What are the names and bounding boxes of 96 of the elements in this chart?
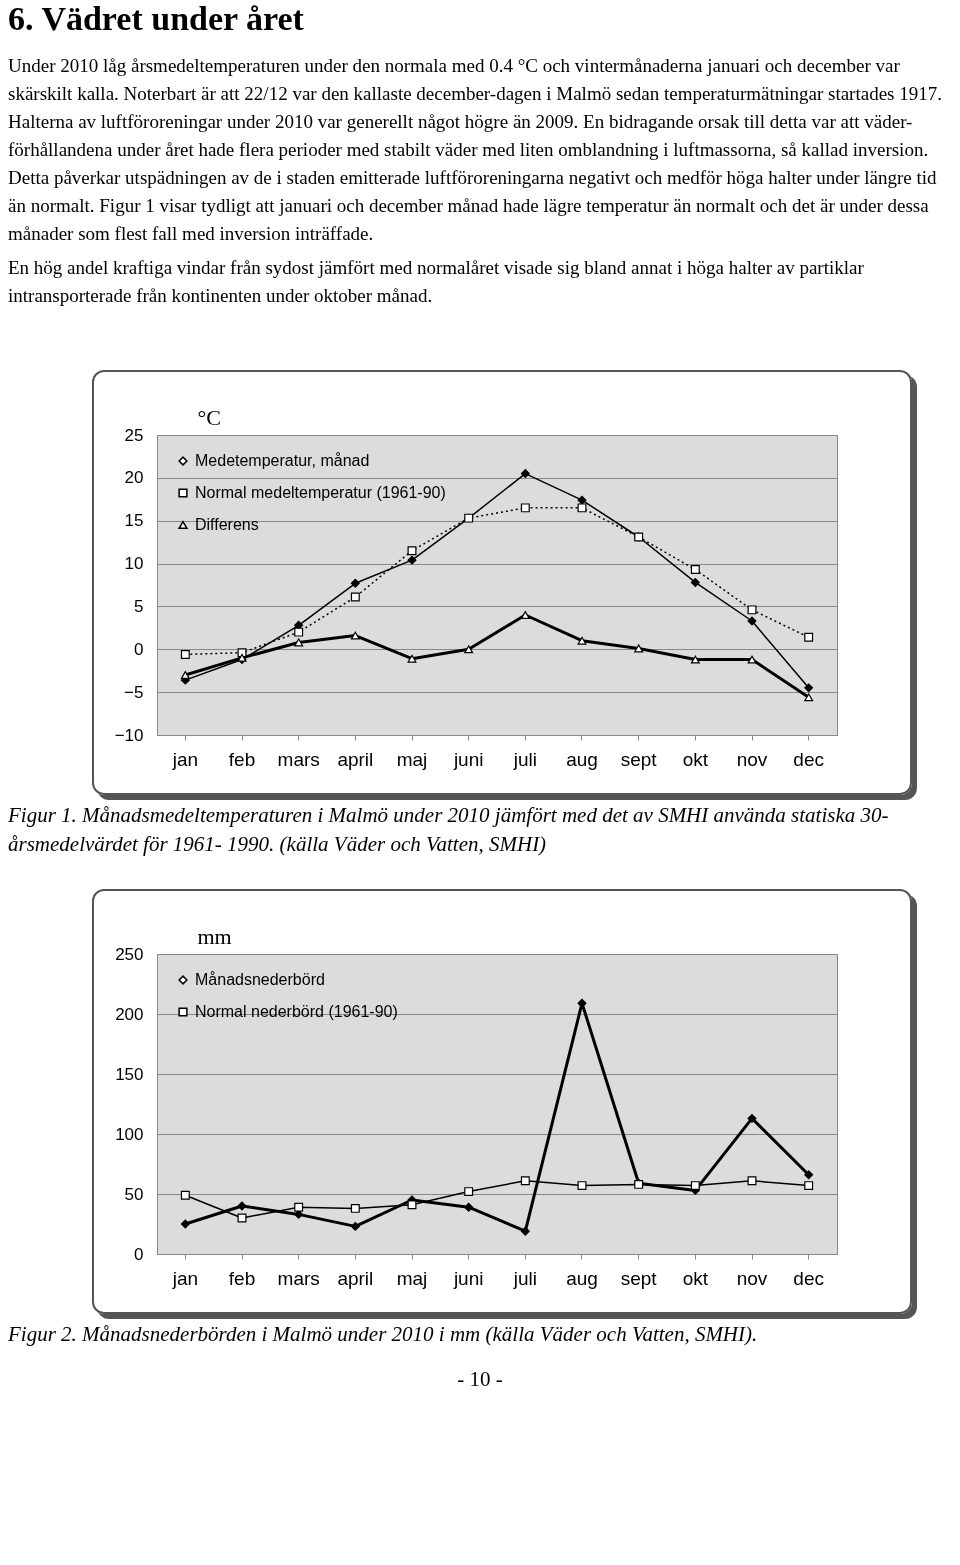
point	[577, 636, 587, 645]
x-tick-label: aug	[566, 748, 598, 770]
point	[747, 605, 757, 615]
point	[804, 632, 814, 642]
legend-label: Differens	[195, 516, 259, 533]
point	[464, 645, 474, 654]
chart-title: 6. Vädret under året	[8, 0, 305, 38]
point	[407, 654, 417, 663]
y-tick-label: 250	[115, 944, 144, 964]
point	[747, 616, 757, 626]
point	[520, 469, 530, 479]
point	[747, 655, 757, 664]
x-tick-label: okt	[682, 1267, 709, 1289]
x-tick-label: feb	[228, 1267, 256, 1289]
point	[237, 1213, 247, 1223]
legend-label: Månadsnederbörd	[195, 971, 325, 988]
point	[520, 503, 530, 513]
y-tick-label: 10	[124, 554, 144, 574]
text: En hög andel kraftiga vindar från sydost jämfört med normalåret visade sig bland annat i höga halter av partiklar intransporterade från kontinenten under oktober månad.	[8, 256, 865, 308]
x-tick-label: jan	[171, 748, 199, 770]
point	[180, 1190, 190, 1200]
x-tick-label: nov	[736, 748, 768, 770]
legend-label: Medetemperatur, månad	[195, 452, 370, 469]
point	[294, 638, 304, 647]
x-tick-label: dec	[793, 748, 824, 770]
x-tick-label: nov	[736, 1267, 768, 1289]
y-tick-label: 0	[134, 639, 144, 659]
point	[747, 1113, 757, 1123]
y-tick-label: 0	[134, 1244, 144, 1264]
x-tick-label: maj	[396, 1267, 428, 1289]
x-tick-label: jan	[171, 1267, 199, 1289]
y-tick-label: −5	[124, 682, 144, 702]
x-tick-label: sept	[620, 1267, 658, 1289]
y-tick-label: 100	[115, 1124, 144, 1144]
text: - 10 -	[456, 1366, 504, 1393]
x-tick-label: feb	[228, 748, 256, 770]
x-tick-label: sept	[620, 748, 658, 770]
point	[804, 1181, 814, 1191]
point	[804, 1170, 814, 1180]
point	[520, 1226, 530, 1236]
x-tick-label: april	[337, 1267, 374, 1289]
point	[804, 693, 814, 702]
point	[690, 655, 700, 664]
text: Figur 1. Månadsmedeltemperaturen i Malmö under 2010 jämfört med det av SMHI använda statiska 30-årsmedelvärdet för 1961- 1990. (källa Väder och Vatten, SMHI)	[8, 802, 890, 858]
point	[577, 503, 587, 513]
point	[180, 1219, 190, 1229]
text: Under 2010 låg årsmedeltemperaturen under den normala med 0.4 °C och vintermånaderna januari och december var skärskilt kalla. Noterbart är att 22/12 var den kallaste december-dagen i Malmö sedan temperaturmätningar startades 1917. Halterna av luftföroreningar under 2010 var generellt något högre än 2009. En bidragande orsak till detta var att väder-förhållandena under året hade flera perioder med stabilt väder med liten omblandning i luftmassorna, så kallad inversion. Detta påverkar utspädningen av de i staden emitterade luftföroreningarna negativt och medför höga halter under längre tid än normalt. Figur 1 visar tydligt att januari och december månad hade lägre temperatur än normalt och det är under dessa månader som flest fall med inversion inträffade.	[8, 54, 943, 246]
point	[294, 620, 304, 630]
point	[690, 565, 700, 575]
y-tick-label: 25	[124, 425, 144, 445]
point	[237, 1201, 247, 1211]
x-tick-label: juli	[512, 1267, 537, 1289]
x-tick-label: okt	[682, 748, 709, 770]
y-axis-title: mm	[197, 923, 232, 949]
point	[407, 1200, 417, 1210]
y-axis-title: °C	[197, 404, 221, 430]
point	[464, 1187, 474, 1197]
y-tick-label: 15	[124, 511, 144, 531]
x-tick-label: juni	[452, 748, 484, 770]
point	[407, 555, 417, 565]
point	[690, 1181, 700, 1191]
text: Figur 2. Månadsnederbörden i Malmö under 2010 i mm (källa Väder och Vatten, SMHI).	[8, 1321, 759, 1348]
x-tick-label: mars	[277, 748, 320, 770]
legend-label: Normal medeltemperatur (1961-90)	[195, 484, 446, 501]
y-tick-label: 150	[115, 1064, 144, 1084]
point	[350, 592, 360, 602]
y-tick-label: −10	[114, 725, 144, 745]
x-tick-label: juni	[452, 1267, 484, 1289]
point	[464, 1202, 474, 1212]
point	[407, 546, 417, 556]
point	[520, 611, 530, 619]
x-tick-label: aug	[566, 1267, 598, 1289]
y-tick-label: 200	[115, 1004, 144, 1024]
point	[520, 1176, 530, 1186]
x-tick-label: mars	[277, 1267, 320, 1289]
point	[350, 1221, 360, 1231]
point	[804, 683, 814, 693]
point	[350, 1203, 360, 1213]
x-tick-label: april	[337, 748, 374, 770]
point	[350, 578, 360, 588]
y-tick-label: 5	[134, 596, 144, 616]
y-tick-label: 50	[124, 1184, 144, 1204]
x-tick-label: maj	[396, 748, 428, 770]
point	[634, 644, 644, 653]
x-tick-label: juli	[512, 748, 537, 770]
y-tick-label: 20	[124, 468, 144, 488]
legend-label: Normal nederbörd (1961-90)	[195, 1003, 398, 1020]
point	[294, 1202, 304, 1212]
point	[690, 577, 700, 587]
point	[747, 1176, 757, 1186]
point	[294, 627, 304, 637]
point	[577, 1181, 587, 1191]
point	[180, 649, 190, 659]
point	[180, 671, 190, 679]
point	[350, 631, 360, 640]
x-tick-label: dec	[793, 1267, 824, 1289]
